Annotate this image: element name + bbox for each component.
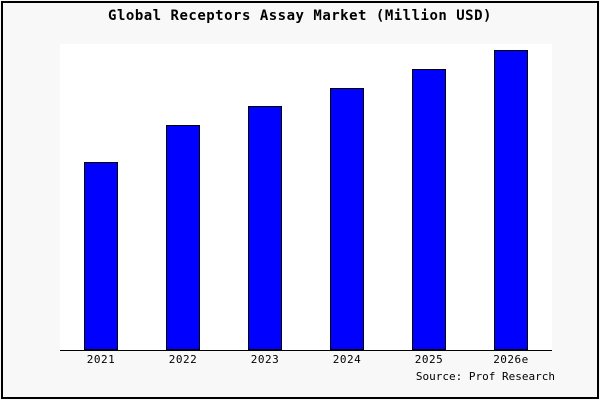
x-tick-label-2025: 2025 bbox=[414, 353, 444, 366]
bar-2025 bbox=[412, 69, 446, 350]
bar-2026e bbox=[494, 50, 528, 350]
x-tick-label-2021: 2021 bbox=[86, 353, 116, 366]
chart-title: Global Receptors Assay Market (Million U… bbox=[108, 8, 492, 24]
source-note: Source: Prof Research bbox=[415, 370, 555, 383]
x-axis: 2021 2022 2023 2024 2025 2026e bbox=[60, 353, 552, 367]
bar-2022 bbox=[166, 125, 200, 350]
plot-area bbox=[60, 44, 552, 351]
x-tick-label-2023: 2023 bbox=[250, 353, 280, 366]
bar-2023 bbox=[248, 106, 282, 350]
bar-2021 bbox=[84, 162, 118, 350]
x-tick-label-2022: 2022 bbox=[168, 353, 198, 366]
x-tick-label-2026e: 2026e bbox=[493, 353, 529, 366]
bar-2024 bbox=[330, 88, 364, 350]
x-tick-label-2024: 2024 bbox=[332, 353, 362, 366]
